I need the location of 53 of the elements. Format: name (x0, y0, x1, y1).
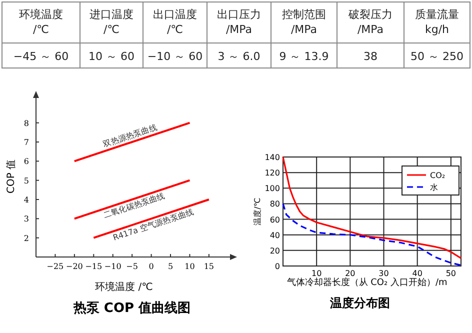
x-axis-title: 气体冷却器长度（从 CO₂ 入口开始）/m (286, 277, 448, 288)
x-tick-label: 50 (446, 269, 456, 278)
text: 热泵 COP 值曲线图 (72, 301, 191, 316)
y-tick-label: 80 (270, 200, 280, 209)
text: 50 ～ 250 (410, 50, 464, 63)
x-tick-label: 30 (378, 269, 389, 278)
line-series (282, 202, 462, 266)
x-axis-title: 环境温度 /℃ (95, 281, 153, 293)
x-tick-label: 10 (184, 262, 195, 271)
y-tick-label: 20 (270, 246, 280, 256)
text: −10 ～ 60 (147, 50, 203, 63)
x-tick-label: −10 (104, 262, 122, 271)
x-tick-label: 0 (148, 262, 154, 271)
text: 双热源热泵曲线 (102, 122, 158, 149)
text: 9 ～ 13.9 (279, 50, 329, 63)
category-label: 出口温度 /℃ (153, 8, 197, 36)
legend-label: CO₂ (430, 171, 446, 180)
category-label: 质量流量 kg/h (415, 8, 459, 36)
y-tick-label: 3 (24, 214, 29, 224)
text: −45 ～ 60 (13, 50, 69, 63)
y-tick-label: 5 (24, 176, 29, 186)
legend-label: 水 (430, 183, 438, 192)
category-label: 破裂压力 /MPa (348, 8, 392, 36)
y-tick-label: 120 (264, 168, 280, 178)
y-tick-label: 2 (24, 234, 29, 243)
y-tick-label: 6 (24, 157, 29, 166)
y-tick-label: 140 (264, 153, 280, 162)
y-tick-label: 100 (264, 184, 280, 194)
y-tick-label: 8 (24, 118, 29, 128)
x-tick-label: −5 (126, 262, 138, 271)
text: 温度分布图 (329, 296, 390, 310)
y-tick-label: 7 (24, 138, 29, 147)
x-tick-label: 40 (412, 269, 422, 278)
y-tick-label: 60 (270, 215, 280, 224)
text: 3 ～ 6.0 (218, 50, 260, 63)
category-label: 出口压力 /MPa (217, 8, 261, 36)
category-label: 控制范围 /MPa (282, 8, 326, 36)
y-tick-label: 4 (24, 196, 29, 204)
y-axis-title: 温度/℃ (253, 198, 262, 226)
x-tick-label: −15 (85, 262, 102, 271)
x-tick-label: 10 (311, 269, 322, 278)
x-tick-label: 5 (168, 262, 174, 271)
y-tick-label: 40 (270, 230, 280, 240)
text: 38 (364, 50, 378, 63)
category-label: 进口温度 /℃ (90, 8, 134, 36)
line-series (282, 156, 462, 260)
x-tick-label: −25 (46, 262, 64, 271)
y-axis-title: COP 值 (6, 159, 17, 194)
x-tick-label: 20 (345, 269, 356, 278)
x-tick-label: −20 (66, 262, 83, 271)
x-tick-label: 15 (204, 262, 214, 271)
text: 10 ～ 60 (88, 50, 134, 63)
category-label: 环境温度 /℃ (19, 8, 63, 36)
